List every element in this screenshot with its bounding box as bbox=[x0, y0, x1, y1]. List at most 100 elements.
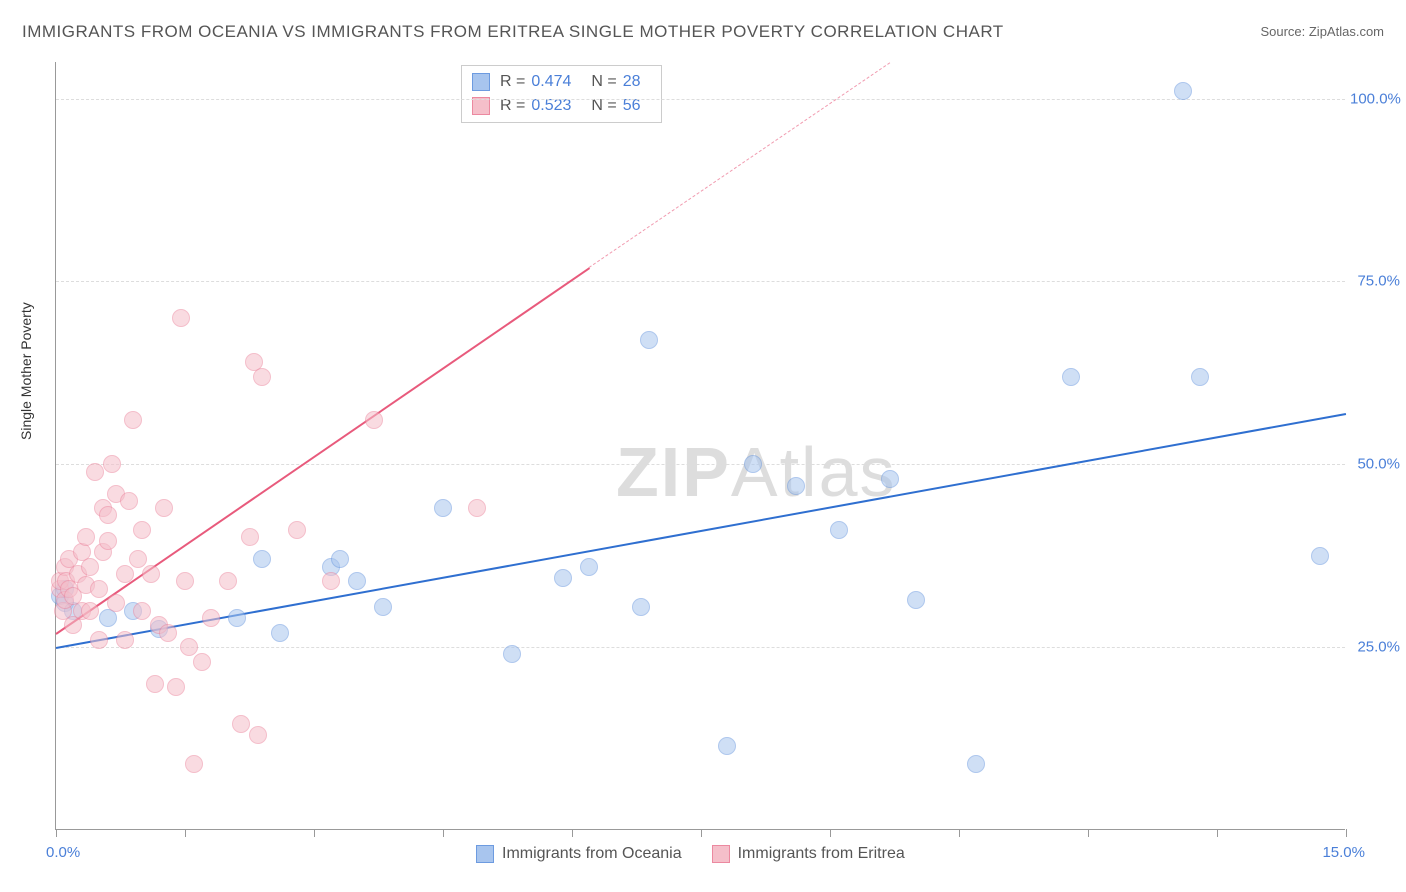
data-point bbox=[133, 521, 151, 539]
data-point bbox=[322, 572, 340, 590]
data-point bbox=[907, 591, 925, 609]
data-point bbox=[146, 675, 164, 693]
data-point bbox=[253, 550, 271, 568]
chart-title: IMMIGRANTS FROM OCEANIA VS IMMIGRANTS FR… bbox=[22, 22, 1004, 42]
data-point bbox=[434, 499, 452, 517]
x-tick bbox=[185, 829, 186, 837]
data-point bbox=[580, 558, 598, 576]
data-point bbox=[241, 528, 259, 546]
legend-item-oceania: Immigrants from Oceania bbox=[476, 845, 682, 863]
data-point bbox=[180, 638, 198, 656]
x-tick bbox=[572, 829, 573, 837]
data-point bbox=[81, 558, 99, 576]
data-point bbox=[81, 602, 99, 620]
data-point bbox=[503, 645, 521, 663]
data-point bbox=[155, 499, 173, 517]
n-label: N = bbox=[591, 70, 616, 94]
data-point bbox=[271, 624, 289, 642]
data-point bbox=[159, 624, 177, 642]
data-point bbox=[202, 609, 220, 627]
n-value-oceania: 28 bbox=[623, 70, 641, 94]
data-point bbox=[640, 331, 658, 349]
data-point bbox=[967, 755, 985, 773]
stats-row-oceania: R = 0.474 N = 28 bbox=[472, 70, 651, 94]
data-point bbox=[632, 598, 650, 616]
data-point bbox=[99, 532, 117, 550]
stats-legend: R = 0.474 N = 28 R = 0.523 N = 56 bbox=[461, 65, 662, 123]
data-point bbox=[1062, 368, 1080, 386]
gridline bbox=[56, 464, 1345, 465]
data-point bbox=[185, 755, 203, 773]
data-point bbox=[116, 565, 134, 583]
data-point bbox=[1174, 82, 1192, 100]
swatch-eritrea bbox=[712, 845, 730, 863]
data-point bbox=[103, 455, 121, 473]
data-point bbox=[830, 521, 848, 539]
data-point bbox=[718, 737, 736, 755]
x-tick bbox=[443, 829, 444, 837]
x-tick bbox=[701, 829, 702, 837]
y-tick-label: 25.0% bbox=[1350, 639, 1400, 656]
y-tick-label: 75.0% bbox=[1350, 273, 1400, 290]
data-point bbox=[232, 715, 250, 733]
legend-label-oceania: Immigrants from Oceania bbox=[502, 845, 682, 863]
x-tick bbox=[959, 829, 960, 837]
data-point bbox=[219, 572, 237, 590]
data-point bbox=[365, 411, 383, 429]
data-point bbox=[116, 631, 134, 649]
data-point bbox=[554, 569, 572, 587]
data-point bbox=[331, 550, 349, 568]
data-point bbox=[249, 726, 267, 744]
x-tick-label-min: 0.0% bbox=[46, 844, 80, 861]
data-point bbox=[172, 309, 190, 327]
data-point bbox=[90, 631, 108, 649]
data-point bbox=[86, 463, 104, 481]
data-point bbox=[124, 411, 142, 429]
data-point bbox=[288, 521, 306, 539]
data-point bbox=[253, 368, 271, 386]
gridline bbox=[56, 281, 1345, 282]
r-value-oceania: 0.474 bbox=[531, 70, 571, 94]
x-tick bbox=[56, 829, 57, 837]
data-point bbox=[90, 580, 108, 598]
data-point bbox=[176, 572, 194, 590]
x-tick bbox=[1217, 829, 1218, 837]
data-point bbox=[787, 477, 805, 495]
data-point bbox=[120, 492, 138, 510]
data-point bbox=[228, 609, 246, 627]
data-point bbox=[77, 528, 95, 546]
data-point bbox=[374, 598, 392, 616]
y-tick-label: 50.0% bbox=[1350, 456, 1400, 473]
swatch-eritrea bbox=[472, 97, 490, 115]
data-point bbox=[881, 470, 899, 488]
data-point bbox=[142, 565, 160, 583]
bottom-legend: Immigrants from Oceania Immigrants from … bbox=[476, 845, 905, 863]
x-tick-label-max: 15.0% bbox=[1322, 844, 1365, 861]
watermark-bold: ZIP bbox=[616, 433, 731, 511]
x-tick bbox=[830, 829, 831, 837]
data-point bbox=[348, 572, 366, 590]
data-point bbox=[129, 550, 147, 568]
r-label: R = bbox=[500, 70, 525, 94]
plot-area: ZIPAtlas R = 0.474 N = 28 R = 0.523 N = … bbox=[55, 62, 1345, 830]
y-tick-label: 100.0% bbox=[1350, 90, 1400, 107]
source-attribution: Source: ZipAtlas.com bbox=[1260, 24, 1384, 39]
data-point bbox=[107, 594, 125, 612]
chart-container: IMMIGRANTS FROM OCEANIA VS IMMIGRANTS FR… bbox=[0, 0, 1406, 892]
data-point bbox=[193, 653, 211, 671]
x-tick bbox=[1088, 829, 1089, 837]
data-point bbox=[99, 506, 117, 524]
swatch-oceania bbox=[472, 73, 490, 91]
x-tick bbox=[1346, 829, 1347, 837]
y-axis-title: Single Mother Poverty bbox=[18, 302, 34, 440]
data-point bbox=[133, 602, 151, 620]
data-point bbox=[1191, 368, 1209, 386]
x-tick bbox=[314, 829, 315, 837]
data-point bbox=[468, 499, 486, 517]
gridline bbox=[56, 99, 1345, 100]
legend-item-eritrea: Immigrants from Eritrea bbox=[712, 845, 905, 863]
swatch-oceania bbox=[476, 845, 494, 863]
gridline bbox=[56, 647, 1345, 648]
data-point bbox=[1311, 547, 1329, 565]
data-point bbox=[167, 678, 185, 696]
